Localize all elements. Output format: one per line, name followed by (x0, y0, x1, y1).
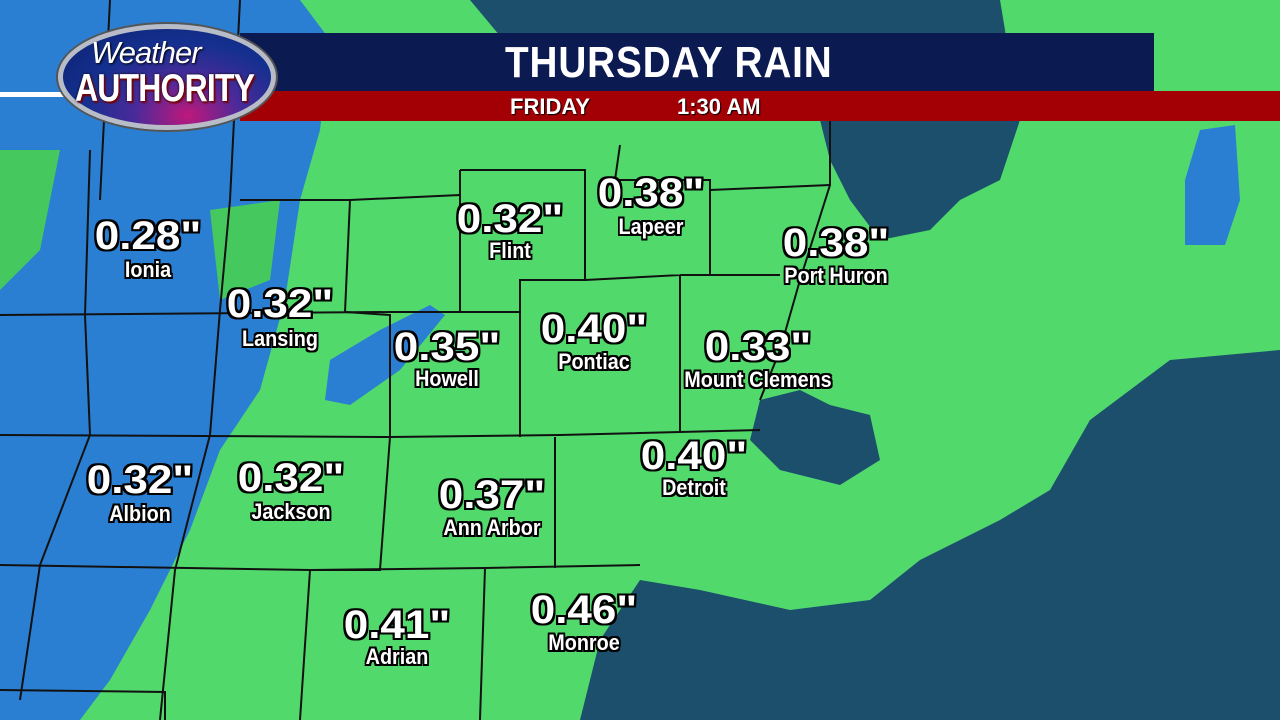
rainfall-value: 0.32" (86, 458, 194, 502)
rainfall-value: 0.41" (343, 603, 451, 647)
logo-text-authority: AUTHORITY (75, 67, 255, 110)
city-label: Jackson (251, 499, 331, 524)
rainfall-value: 0.35" (393, 325, 501, 369)
forecast-day: FRIDAY (510, 94, 590, 119)
city-label: Ionia (124, 257, 172, 282)
lake-st-clair (750, 390, 880, 485)
forecast-time: 1:30 AM (677, 94, 761, 119)
city-label: Adrian (365, 644, 429, 669)
title-bar (240, 33, 1154, 91)
inland-lake (1185, 125, 1240, 245)
rainfall-value: 0.32" (226, 282, 334, 326)
weather-authority-logo: Weather AUTHORITY (58, 24, 276, 130)
city-label: Albion (109, 501, 171, 526)
city-label: Monroe (548, 630, 620, 655)
green-patches (0, 150, 280, 300)
rainfall-value: 0.40" (540, 307, 648, 351)
city-label: Pontiac (558, 349, 630, 374)
rain-band-howell (325, 305, 445, 405)
city-label: Lansing (242, 326, 318, 351)
city-label: Ann Arbor (443, 515, 541, 540)
city-label: Detroit (662, 475, 726, 500)
rainfall-value: 0.38" (597, 171, 705, 215)
rainfall-value: 0.28" (94, 214, 202, 258)
lake-erie (580, 350, 1280, 720)
logo-text-weather: Weather (91, 35, 202, 70)
city-label: Howell (415, 366, 479, 391)
rainfall-value: 0.37" (438, 473, 546, 517)
page-title: THURSDAY RAIN (504, 38, 833, 87)
city-label: Port Huron (784, 263, 888, 288)
rain-band-west (0, 0, 330, 720)
rainfall-value: 0.33" (704, 325, 812, 369)
lake-huron (820, 120, 1020, 240)
header-accent-line (0, 92, 90, 97)
city-label: Lapeer (618, 214, 684, 239)
rainfall-value: 0.38" (782, 221, 890, 265)
rainfall-value: 0.32" (456, 197, 564, 241)
city-label: Mount Clemens (684, 367, 832, 392)
rainfall-value: 0.46" (530, 588, 638, 632)
rainfall-value: 0.40" (640, 434, 748, 478)
time-bar (240, 91, 1280, 121)
rainfall-value: 0.32" (237, 456, 345, 500)
city-label: Flint (489, 238, 531, 263)
